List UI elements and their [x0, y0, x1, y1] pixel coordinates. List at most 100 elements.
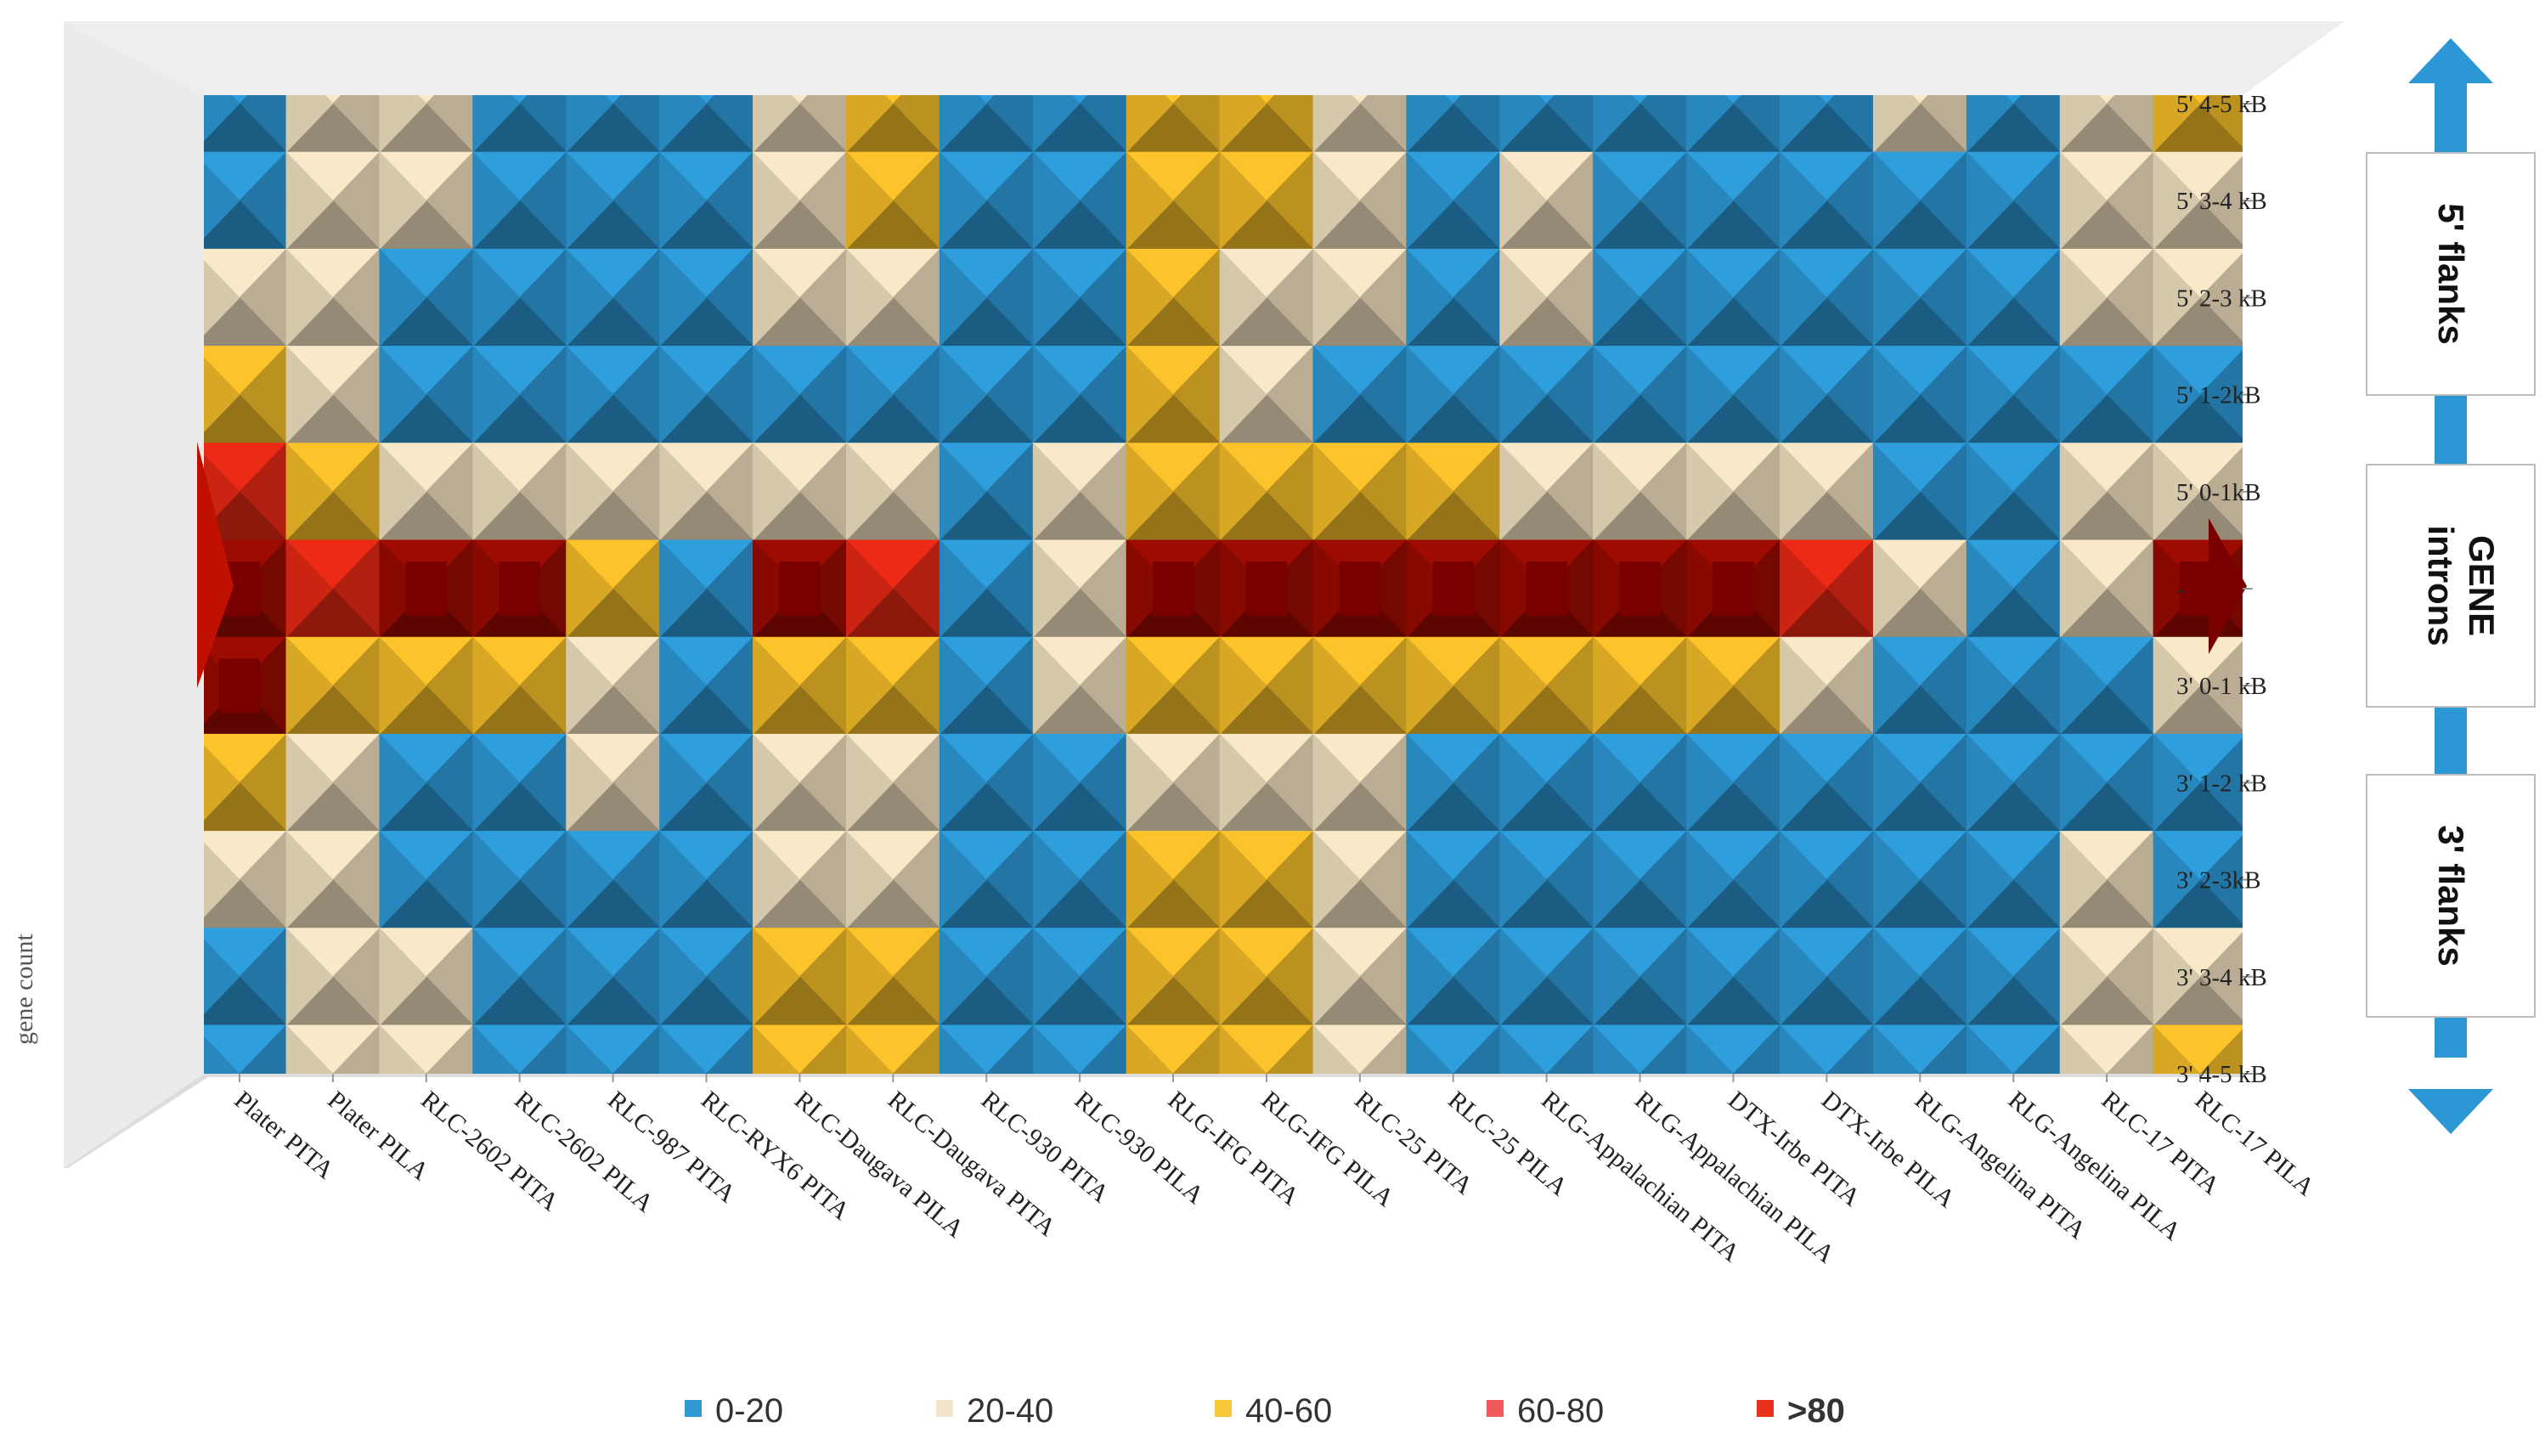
surface-cell	[1686, 345, 1735, 444]
surface-cell	[939, 1024, 987, 1074]
surface-cell	[1032, 95, 1081, 154]
surface-cell	[2153, 151, 2201, 251]
legend-swatch	[1215, 1400, 1232, 1417]
surface-cell	[939, 539, 987, 639]
side-box-label: 3' flanks	[2431, 825, 2471, 966]
surface-cell	[566, 636, 614, 736]
surface-cell	[1032, 733, 1081, 832]
surface-cell	[1593, 248, 1641, 347]
surface-cell	[2153, 830, 2201, 929]
surface-cell	[2199, 1029, 2243, 1074]
surface-cell	[1593, 830, 1641, 929]
surface-cell	[978, 95, 996, 104]
y-tick-label: 3' 4-5 kB	[2176, 1061, 2267, 1088]
legend-label: 40-60	[1245, 1392, 1332, 1430]
surface-cell	[1724, 95, 1742, 104]
surface-cell	[753, 539, 800, 639]
surface-cell	[2059, 539, 2108, 639]
surface-cell	[285, 345, 334, 444]
surface-cell	[239, 1024, 287, 1074]
surface-cell	[1126, 345, 1174, 444]
surface-cell	[472, 733, 521, 832]
heatmap-surface	[204, 95, 2243, 1074]
surface-cell	[753, 95, 800, 154]
surface-cell	[1780, 345, 1827, 444]
surface-cell	[332, 1024, 381, 1074]
surface-cell	[204, 1036, 240, 1074]
surface-cell	[2191, 95, 2209, 104]
surface-cell	[939, 927, 987, 1026]
surface-cell	[2153, 539, 2201, 639]
surface-cell	[379, 927, 427, 1026]
surface-cell	[1872, 442, 1921, 541]
surface-cell	[1780, 248, 1827, 347]
surface-cell	[2153, 345, 2201, 444]
surface-core	[405, 562, 447, 616]
surface-cell	[472, 151, 521, 251]
surface-cell	[1780, 95, 1827, 154]
surface-cell	[1499, 733, 1548, 832]
arrow-head-down	[2408, 1089, 2493, 1134]
surface-cell	[1126, 248, 1174, 347]
z-axis-label: gene count	[10, 934, 38, 1045]
surface-cell	[1312, 733, 1361, 832]
surface-cell	[1593, 1024, 1641, 1074]
surface-cell	[1172, 1024, 1221, 1074]
surface-cell	[1966, 636, 2014, 736]
surface-cell	[1780, 733, 1827, 832]
y-axis-labels: 5' 4-5 kB 5' 3-4 kB 5' 2-3 kB 5' 1-2kB 5' 0-…	[2176, 91, 2267, 1088]
surface-cell	[566, 1024, 614, 1074]
legend: 0-20 20-40 40-60 60-80 >80	[685, 1392, 1845, 1430]
surface-cell	[1406, 151, 1454, 251]
surface-cell	[1780, 151, 1827, 251]
surface-cell	[1919, 1024, 1967, 1074]
surface-cell	[566, 151, 614, 251]
surface-cell	[1593, 442, 1641, 541]
surface-cell	[1312, 636, 1361, 736]
surface-cell	[1312, 1024, 1361, 1074]
surface-cell	[1593, 95, 1641, 154]
surface-cell	[1686, 248, 1735, 347]
surface-cell	[1499, 830, 1548, 929]
surface-cell	[845, 442, 894, 541]
surface-cell	[939, 442, 987, 541]
y-ticks	[2243, 103, 2253, 1075]
surface-cell	[379, 442, 427, 541]
surface-cell	[1219, 733, 1267, 832]
surface-cell	[845, 248, 894, 347]
surface-cell	[1126, 151, 1174, 251]
surface-cell	[566, 345, 614, 444]
surface-cell	[1312, 151, 1361, 251]
surface-cell	[379, 733, 427, 832]
surface-cell	[939, 151, 987, 251]
surface-cell	[204, 939, 240, 1015]
surface-cell	[753, 636, 800, 736]
surface-cell	[1966, 345, 2014, 444]
surface-cell	[1312, 927, 1361, 1026]
legend-label: 60-80	[1517, 1392, 1604, 1430]
surface-cell	[1639, 1024, 1687, 1074]
surface-cell	[939, 830, 987, 929]
surface-cell	[1872, 830, 1921, 929]
surface-cell	[2005, 95, 2023, 104]
surface-cell	[1219, 1024, 1267, 1074]
surface-cell	[1406, 927, 1454, 1026]
side-box	[2366, 152, 2536, 396]
surface-cell	[659, 1024, 708, 1074]
surface-cell	[1966, 927, 2014, 1026]
surface-cell	[472, 248, 521, 347]
surface-cell	[1499, 539, 1548, 639]
surface-cell	[566, 927, 614, 1026]
x-tick-label: RLC-Daugava PILA	[789, 1086, 969, 1244]
surface-cell	[892, 1024, 940, 1074]
x-tick-label: RLC-Daugava PITA	[883, 1086, 1061, 1242]
surface-cell	[472, 830, 521, 929]
surface-cell	[472, 539, 521, 639]
surface-cell	[1126, 95, 1174, 154]
surface-cell	[1070, 95, 1089, 104]
surface-cell	[845, 345, 894, 444]
surface-cell	[753, 830, 800, 929]
y-tick-label: 3' 1-2 kB	[2176, 770, 2267, 797]
surface-cell	[2153, 927, 2201, 1026]
